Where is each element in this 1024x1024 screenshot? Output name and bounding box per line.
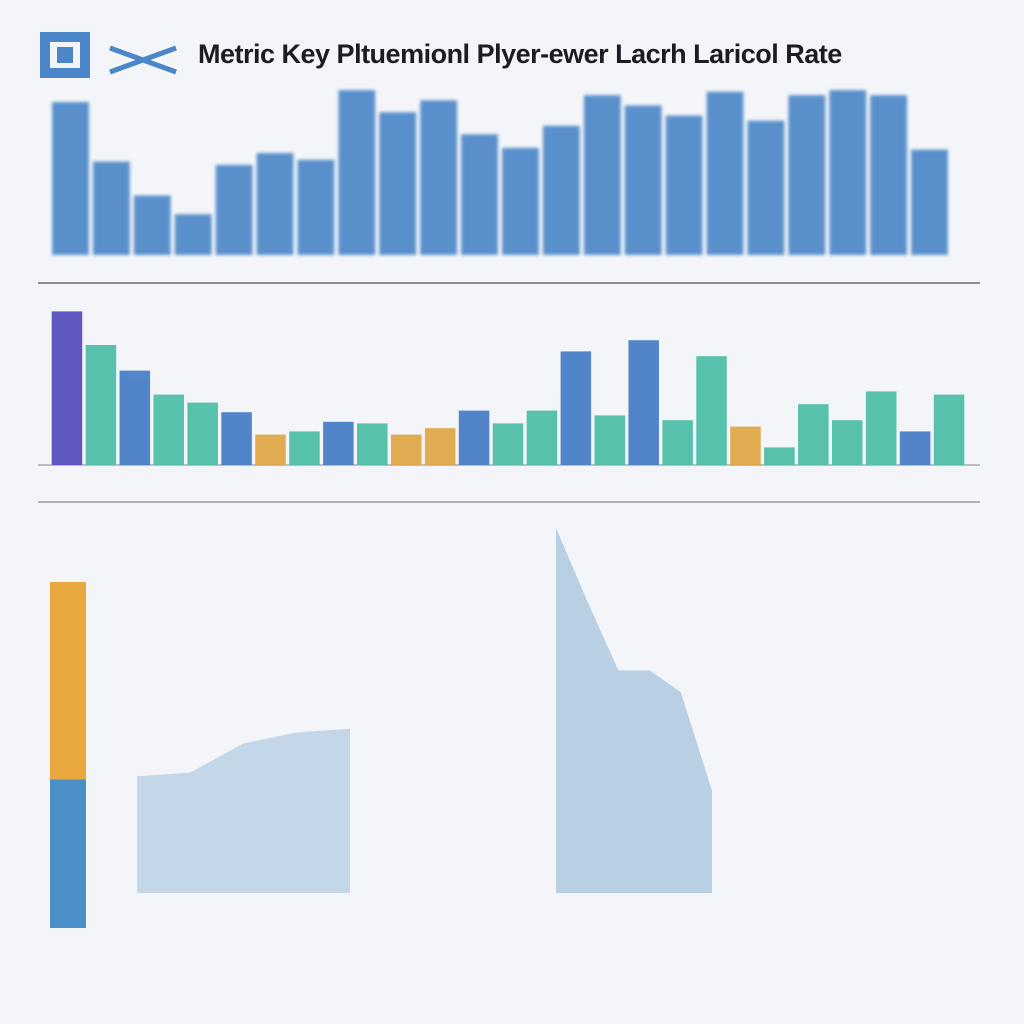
bar [187, 402, 218, 465]
stack-segment [50, 582, 86, 780]
bar [256, 153, 294, 255]
title: Metric Key Pltuemionl Plyer-ewer Lacrh L… [198, 39, 842, 69]
bar [492, 423, 524, 465]
bar [119, 370, 151, 465]
bar [390, 434, 422, 465]
bar [829, 90, 867, 255]
bar [706, 91, 744, 255]
panel-bottom [50, 528, 712, 928]
bar [133, 195, 171, 255]
bar [696, 356, 727, 465]
bar [92, 161, 130, 255]
bar [215, 164, 253, 255]
bar [624, 105, 662, 256]
bar [420, 100, 458, 255]
panel-middle [51, 311, 965, 465]
bar [594, 415, 626, 465]
bar [560, 351, 592, 465]
bar [461, 134, 498, 255]
bar [357, 423, 388, 465]
bar [338, 90, 376, 255]
bar [153, 394, 185, 465]
bar [51, 311, 83, 465]
panel-top [52, 90, 948, 256]
bar [870, 95, 908, 255]
area [556, 528, 712, 893]
bar [798, 404, 829, 465]
bar [174, 214, 212, 255]
bar [764, 447, 795, 465]
bar [255, 434, 286, 465]
bar [542, 125, 580, 255]
bar [788, 95, 826, 255]
logo-cross [109, 45, 177, 75]
bar [502, 147, 539, 255]
bar [526, 410, 558, 465]
bar [865, 391, 897, 465]
area [137, 728, 350, 893]
bar [379, 112, 417, 255]
bar [85, 345, 117, 465]
bar [52, 102, 89, 255]
bar [323, 421, 354, 465]
bar [899, 431, 931, 465]
bar [665, 115, 703, 255]
bar [831, 420, 863, 465]
bar [289, 431, 320, 465]
bar [424, 428, 456, 465]
logo-mark [57, 47, 73, 63]
bar [933, 394, 965, 465]
bar [221, 412, 252, 465]
bar [458, 410, 490, 465]
bar [911, 149, 948, 255]
bar [583, 95, 621, 255]
bar [297, 159, 335, 255]
bar [662, 420, 693, 465]
bar [628, 340, 659, 465]
stack-segment [50, 779, 86, 928]
bar [747, 120, 785, 255]
bar [730, 426, 761, 465]
